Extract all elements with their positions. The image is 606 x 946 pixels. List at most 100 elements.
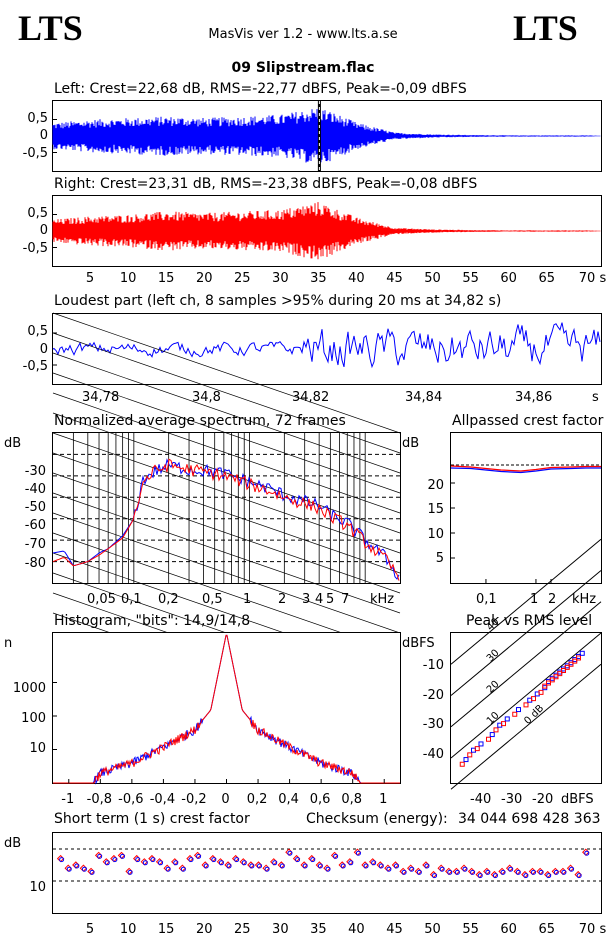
spectrum-xtick: 0,05 <box>87 592 116 607</box>
short-term-point <box>249 863 255 869</box>
allpassed-xtick: 1 <box>530 592 539 607</box>
short-term-point <box>386 866 392 872</box>
spectrum-slope-line <box>52 432 401 554</box>
short-term-ylabel: dB <box>4 836 22 851</box>
short-term-svg <box>53 848 601 882</box>
peak-rms-plot: 40 30 20 10 0 dB <box>450 538 602 790</box>
short-term-point <box>553 869 559 875</box>
peak-rms-point <box>568 661 574 667</box>
short-term-point <box>470 869 476 875</box>
allpassed-xtick: 0,1 <box>476 592 497 607</box>
time-tick: 55 <box>462 271 479 286</box>
allpassed-ylabel: dB <box>402 436 420 451</box>
peak-rms-ytick: -20 <box>422 688 444 703</box>
peak-rms-ytick: -40 <box>422 747 444 762</box>
short-term-point <box>66 866 72 872</box>
spectrum-xtick: 2 <box>278 592 287 607</box>
short-term-point <box>218 860 224 866</box>
spectrum-ylabel: dB <box>4 436 22 451</box>
spectrum-xtick: 0,5 <box>202 592 223 607</box>
histogram-ytick: 1000 <box>12 681 46 696</box>
peak-rms-point <box>486 736 491 742</box>
peak-rms-point <box>561 668 566 673</box>
spectrum-xtick: 4 <box>315 592 324 607</box>
short-term-point <box>104 860 110 866</box>
short-term-xtick: 40 <box>348 922 365 937</box>
short-term-xtick: 55 <box>462 922 479 937</box>
histogram-xtick: -0,6 <box>118 792 144 807</box>
histogram-xtick: 0,2 <box>246 792 268 807</box>
right-waveform-trace <box>52 202 601 260</box>
short-term-point <box>500 869 506 875</box>
spectrum-plot <box>52 312 401 734</box>
peak-rms-point <box>463 757 469 763</box>
spectrum-ytick: -50 <box>24 500 46 515</box>
right-channel-title: Right: Crest=23,31 dB, RMS=-23,38 dBFS, … <box>54 176 478 192</box>
left-ytick: 0,5 <box>27 111 48 126</box>
time-tick: 20 <box>195 271 213 286</box>
left-channel-title: Left: Crest=22,68 dB, RMS=-22,77 dBFS, P… <box>54 81 467 97</box>
short-term-point <box>409 866 415 872</box>
short-term-point <box>340 863 346 869</box>
short-term-xtick: 45 <box>386 922 403 937</box>
peak-rms-point <box>501 721 506 727</box>
allpassed-plot <box>450 432 602 584</box>
short-term-point <box>74 863 80 869</box>
spectrum-title: Normalized average spectrum, 72 frames <box>54 413 346 429</box>
short-term-point <box>538 869 544 875</box>
right-waveform-plot <box>52 195 602 267</box>
allpassed-ytick: 20 <box>427 478 444 493</box>
allpassed-series-0 <box>450 467 601 474</box>
spectrum-xtick: 0,1 <box>121 592 142 607</box>
checksum-label: Checksum (energy): <box>306 811 448 827</box>
app-title: MasVis ver 1.2 - www.lts.a.se <box>208 27 398 42</box>
spectrum-xtick: 7 <box>341 592 350 607</box>
time-tick: 30 <box>272 271 289 286</box>
short-term-point <box>226 863 232 869</box>
short-term-point <box>569 866 575 872</box>
short-term-point <box>492 873 498 879</box>
spectrum-slope-line <box>52 392 401 514</box>
allpassed-title: Allpassed crest factor <box>452 413 604 429</box>
short-term-point <box>257 863 262 869</box>
short-term-ytick: 10 <box>29 880 46 895</box>
peak-rms-xtick: dBFS <box>561 792 594 807</box>
spectrum-ytick: -40 <box>24 482 46 497</box>
peak-rms-point <box>478 741 484 747</box>
short-term-xtick: 10 <box>119 922 137 937</box>
diag-label: 10 <box>485 710 502 727</box>
short-term-point <box>165 866 171 872</box>
short-term-point <box>81 866 87 872</box>
short-term-point <box>241 860 247 866</box>
spectrum-xtick: kHz <box>370 592 395 607</box>
spectrum-xtick: 5 <box>326 592 335 607</box>
peak-rms-point <box>523 702 529 708</box>
peak-rms-point <box>474 746 480 752</box>
right-ytick: -0,5 <box>22 241 48 256</box>
peak-rms-point <box>538 689 544 695</box>
loudest-xtick: 34,78 <box>82 390 120 405</box>
peak-rms-point <box>516 707 521 713</box>
short-term-xtick: 70 s <box>578 922 606 937</box>
right-ytick: 0,5 <box>27 206 48 221</box>
time-tick: 5 <box>85 271 95 286</box>
short-term-xtick: 60 <box>500 922 517 937</box>
short-term-point <box>97 853 103 859</box>
spectrum-slope-line <box>52 312 401 434</box>
peak-rms-point <box>489 732 495 738</box>
histogram-xtick: 1 <box>379 792 388 807</box>
crest-diagonal <box>450 538 602 665</box>
short-term-point <box>89 869 95 875</box>
short-term-point <box>150 857 156 863</box>
loudest-ytick: 0 <box>39 342 48 357</box>
loudest-trace <box>52 322 601 369</box>
peak-rms-point <box>546 680 551 686</box>
peak-rms-ytick: -10 <box>422 658 444 673</box>
peak-rms-point <box>512 711 518 717</box>
lts-logo-right: LTS <box>513 8 578 48</box>
peak-rms-point <box>504 716 510 722</box>
short-term-point <box>576 873 582 879</box>
short-term-point <box>363 863 369 869</box>
short-term-point <box>180 866 186 872</box>
